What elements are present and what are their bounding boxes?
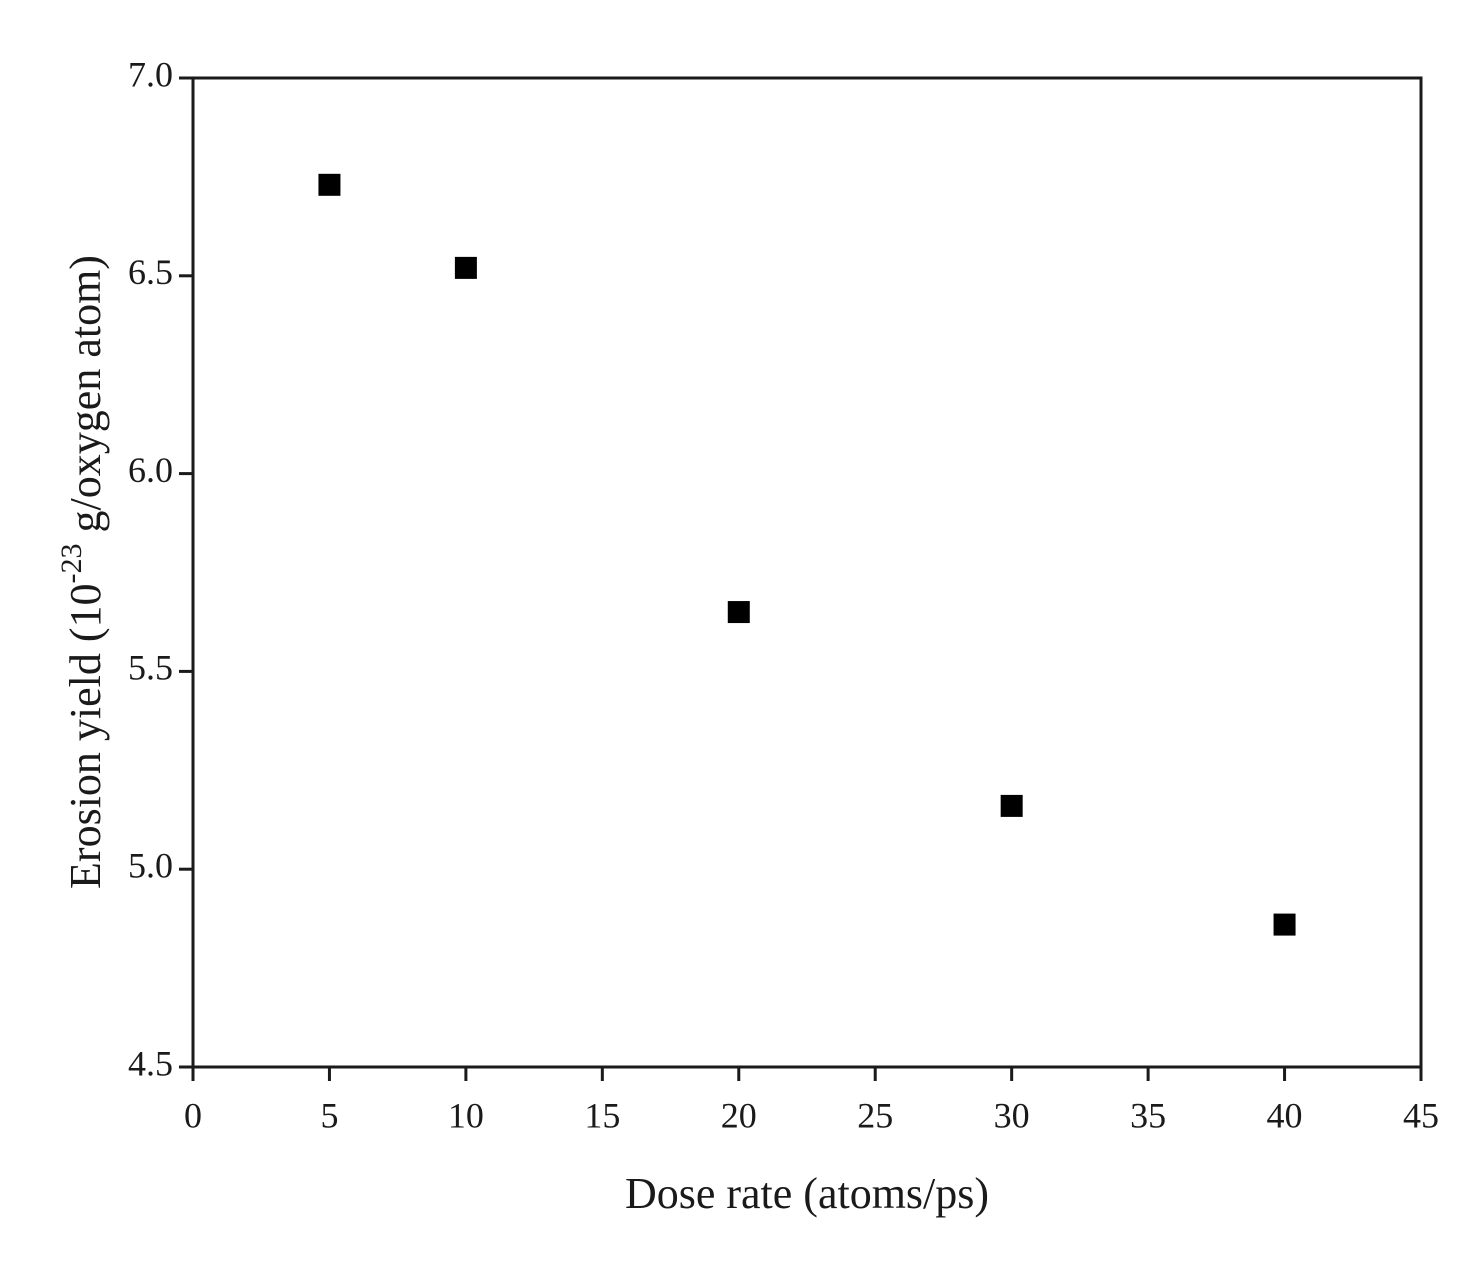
- x-tick-label: 15: [584, 1095, 620, 1135]
- x-tick-label: 30: [994, 1095, 1030, 1135]
- y-tick-label: 4.5: [128, 1043, 173, 1083]
- marker: [318, 173, 341, 196]
- x-axis-label: Dose rate (atoms/ps): [625, 1169, 989, 1218]
- y-label-part: g/oxygen atom): [61, 255, 110, 543]
- y-tick-label: 5.0: [128, 845, 173, 885]
- marker: [1000, 794, 1023, 817]
- x-tick-label: 20: [721, 1095, 757, 1135]
- x-tick-label: 10: [448, 1095, 484, 1135]
- y-tick-label: 6.5: [128, 252, 173, 292]
- y-tick-label: 5.5: [128, 648, 173, 688]
- x-tick-label: 35: [1130, 1095, 1166, 1135]
- x-tick-label: 40: [1267, 1095, 1303, 1135]
- y-label-part: Erosion yield (10: [61, 583, 110, 889]
- marker: [454, 256, 477, 279]
- marker: [1273, 913, 1296, 936]
- y-label-superscript: -23: [55, 543, 88, 583]
- marker: [727, 601, 750, 624]
- x-tick-label: 45: [1403, 1095, 1439, 1135]
- x-tick-label: 5: [320, 1095, 338, 1135]
- plot-frame: [191, 76, 1423, 1069]
- y-axis-label: Erosion yield (10-23 g/oxygen atom): [55, 255, 110, 889]
- y-tick-label: 6.0: [128, 450, 173, 490]
- x-tick-label: 0: [184, 1095, 202, 1135]
- y-tick-label: 7.0: [128, 54, 173, 94]
- x-tick-label: 25: [857, 1095, 893, 1135]
